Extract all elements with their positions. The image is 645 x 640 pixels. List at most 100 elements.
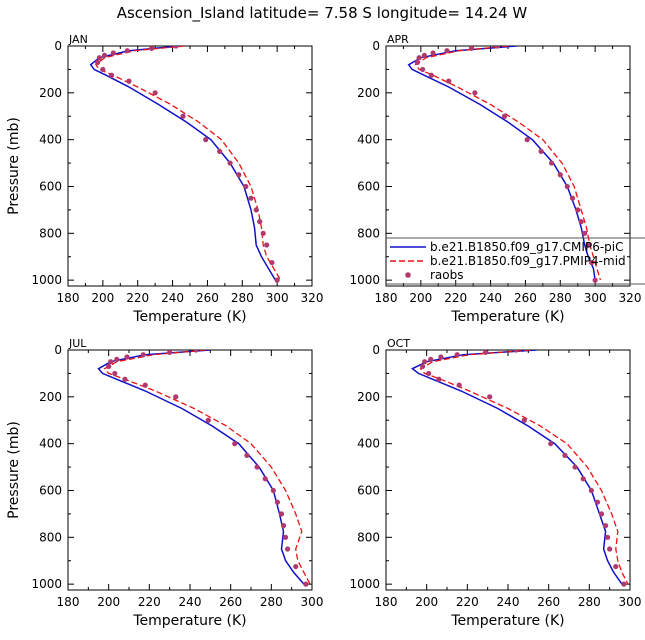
x-tick-label: 300 [301, 595, 324, 609]
x-tick-label: 180 [375, 291, 398, 305]
raobs-point [613, 563, 619, 570]
raobs-point [142, 382, 148, 388]
raobs-point [564, 183, 570, 190]
raobs-point [524, 137, 530, 143]
series-line-cmip6-pic [89, 46, 277, 281]
x-tick-label: 320 [301, 291, 324, 305]
plot-frame [385, 349, 631, 591]
raobs-point [592, 277, 598, 283]
x-tick-label: 220 [138, 595, 161, 609]
raobs-point [603, 523, 609, 529]
x-tick-label: 220 [444, 291, 467, 305]
raobs-point [428, 356, 434, 362]
series-line-cmip6-pic [97, 350, 305, 585]
raobs-point [243, 183, 249, 190]
raobs-point [122, 376, 128, 382]
raobs-point [421, 52, 427, 58]
raobs-point [232, 441, 238, 447]
raobs-point [248, 195, 254, 201]
y-tick-label: 0 [372, 343, 380, 357]
raobs-point [446, 78, 452, 84]
x-tick-label: 200 [409, 291, 432, 305]
plot-frame [67, 349, 313, 591]
raobs-point [589, 259, 595, 266]
panel-jan: 180 200 220 240 260 280 300 320 0 200 400 600 800 100… [6, 33, 323, 325]
raobs-point [454, 352, 460, 358]
x-tick-label: 220 [126, 291, 149, 305]
raobs-point [426, 370, 432, 377]
series-line-cmip6-pic [407, 46, 596, 281]
x-tick-label: 180 [57, 595, 80, 609]
series-group [97, 350, 311, 587]
y-tick-label: 600 [39, 483, 62, 497]
raobs-point [274, 499, 281, 505]
x-tick-label: 260 [196, 291, 219, 305]
raobs-point [428, 72, 434, 78]
raobs-point [108, 359, 114, 365]
x-tick-label: 280 [231, 291, 254, 305]
x-tick-label: 300 [266, 291, 289, 305]
y-tick-label: 1000 [31, 273, 62, 287]
y-tick-label: 200 [39, 390, 62, 404]
y-tick-label: 1000 [31, 577, 62, 591]
raobs-point [557, 172, 563, 178]
x-tick-label: 240 [497, 595, 520, 609]
panel-label: JAN [68, 33, 88, 46]
y-tick-label: 800 [357, 530, 380, 544]
raobs-point [227, 160, 233, 166]
raobs-point [494, 46, 501, 49]
y-tick-label: 200 [39, 86, 62, 100]
y-tick-label: 400 [357, 437, 380, 451]
raobs-point [95, 59, 101, 65]
raobs-point [598, 511, 605, 517]
x-tick-label: 280 [578, 595, 601, 609]
raobs-point [254, 464, 260, 470]
raobs-point [108, 72, 115, 78]
raobs-point [112, 370, 118, 377]
series-line-pmip4-mid [103, 350, 311, 585]
y-tick-label: 400 [39, 437, 62, 451]
raobs-point [438, 354, 444, 360]
raobs-point [203, 137, 209, 143]
x-tick-label: 260 [537, 595, 560, 609]
raobs-point [444, 48, 450, 54]
raobs-point [173, 46, 179, 49]
raobs-point [149, 46, 155, 51]
panel-jul: 180 200 220 240 260 280 300 0 200 400 600 800 1000 Te… [6, 337, 323, 629]
raobs-point [456, 382, 462, 388]
series-group [89, 46, 282, 283]
x-tick-label: 260 [514, 291, 537, 305]
raobs-point [575, 207, 581, 213]
raobs-point [110, 50, 116, 56]
raobs-point [269, 259, 275, 266]
raobs-point [260, 230, 266, 236]
y-tick-label: 200 [357, 390, 380, 404]
raobs-point [217, 148, 223, 154]
raobs-point [588, 487, 594, 494]
x-axis-label: Temperature (K) [450, 309, 564, 325]
raobs-point [487, 394, 493, 400]
plot-frame [67, 45, 313, 287]
y-axis-label: Pressure (mb) [6, 421, 22, 519]
raobs-point [607, 546, 613, 552]
raobs-point [621, 581, 627, 587]
panel-label: OCT [387, 337, 410, 350]
x-tick-label: 300 [619, 595, 642, 609]
raobs-point [422, 359, 428, 365]
panel-label: JUL [68, 337, 87, 350]
raobs-point [580, 476, 586, 482]
x-tick-label: 300 [584, 291, 607, 305]
raobs-point [548, 441, 554, 447]
x-tick-label: 200 [91, 291, 114, 305]
raobs-point [582, 230, 588, 236]
raobs-point [585, 242, 591, 248]
x-tick-label: 240 [161, 291, 184, 305]
raobs-point [264, 242, 270, 248]
legend-label: b.e21.B1850.f09_g17.CMIP6-piC [430, 240, 623, 254]
series-group [410, 350, 629, 587]
y-tick-label: 0 [54, 343, 62, 357]
raobs-point [569, 195, 576, 201]
raobs-point [578, 219, 584, 225]
y-tick-label: 400 [39, 133, 62, 147]
series-line-pmip4-mid [419, 350, 629, 585]
